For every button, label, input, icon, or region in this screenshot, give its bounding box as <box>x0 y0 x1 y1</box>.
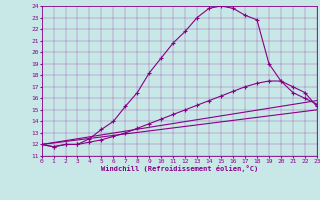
X-axis label: Windchill (Refroidissement éolien,°C): Windchill (Refroidissement éolien,°C) <box>100 165 258 172</box>
